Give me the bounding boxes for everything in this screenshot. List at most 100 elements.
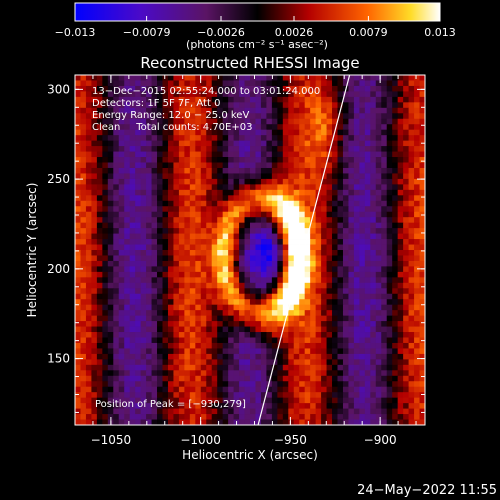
heatmap-cell (157, 392, 163, 399)
heatmap-cell (96, 102, 103, 109)
heatmap-cell (228, 129, 234, 136)
heatmap-cell (299, 271, 306, 278)
heatmap-cell (222, 310, 229, 317)
heatmap-cell (353, 359, 360, 366)
heatmap-cell (277, 321, 284, 327)
heatmap-cell (151, 102, 158, 109)
heatmap-cell (244, 167, 251, 174)
heatmap-cell (315, 211, 322, 218)
heatmap-cell (211, 228, 218, 234)
heatmap-cell (370, 189, 377, 196)
heatmap-cell (282, 255, 289, 262)
heatmap-cell (222, 299, 229, 306)
heatmap-cell (321, 140, 327, 147)
heatmap-cell (107, 408, 114, 415)
heatmap-cell (113, 386, 120, 393)
heatmap-cell (403, 266, 409, 273)
heatmap-cell (129, 206, 136, 213)
heatmap-cell (102, 217, 109, 224)
heatmap-cell (146, 381, 152, 388)
heatmap-cell (96, 277, 103, 284)
heatmap-cell (397, 162, 404, 169)
heatmap-cell (113, 211, 120, 218)
heatmap-cell (321, 157, 327, 163)
heatmap-cell (244, 310, 251, 317)
heatmap-cell (392, 266, 399, 273)
heatmap-cell (195, 217, 202, 224)
heatmap-cell (113, 135, 120, 142)
heatmap-cell (293, 222, 300, 229)
heatmap-cell (80, 375, 87, 382)
heatmap-cell (195, 184, 202, 191)
heatmap-cell (282, 228, 289, 234)
heatmap-cell (260, 189, 267, 196)
heatmap-cell (310, 386, 317, 393)
heatmap-cell (118, 85, 125, 92)
heatmap-cell (157, 85, 163, 92)
heatmap-cell (403, 124, 409, 131)
heatmap-cell (178, 381, 185, 388)
heatmap-cell (118, 315, 125, 322)
heatmap-cell (403, 162, 409, 169)
heatmap-cell (244, 157, 251, 163)
heatmap-cell (80, 244, 87, 251)
heatmap-cell (91, 167, 98, 174)
heatmap-cell (304, 113, 311, 120)
heatmap-cell (206, 96, 213, 103)
heatmap-cell (321, 102, 327, 109)
heatmap-cell (414, 342, 420, 349)
heatmap-cell (266, 140, 273, 147)
heatmap-cell (233, 124, 240, 131)
heatmap-cell (250, 162, 256, 169)
heatmap-cell (124, 102, 131, 109)
heatmap-cell (113, 129, 120, 136)
heatmap-cell (381, 91, 388, 98)
heatmap-cell (419, 107, 425, 114)
heatmap-cell (364, 91, 371, 98)
heatmap-cell (135, 184, 142, 191)
heatmap-cell (206, 414, 213, 420)
heatmap-cell (195, 178, 202, 185)
heatmap-cell (167, 260, 174, 267)
heatmap-cell (266, 282, 273, 289)
heatmap-cell (184, 228, 191, 234)
heatmap-cell (157, 178, 163, 185)
heatmap-cell (178, 310, 185, 317)
heatmap-cell (189, 353, 196, 360)
heatmap-cell (386, 173, 393, 180)
heatmap-cell (129, 96, 136, 103)
heatmap-cell (271, 162, 278, 169)
footer-timestamp: 24−May−2022 11:55 (357, 483, 497, 498)
heatmap-cell (118, 282, 125, 289)
heatmap-cell (260, 375, 267, 382)
heatmap-cell (129, 178, 136, 185)
heatmap-cell (244, 332, 251, 338)
heatmap-cell (167, 277, 174, 284)
heatmap-cell (102, 96, 109, 103)
heatmap-cell (206, 337, 213, 344)
heatmap-cell (277, 299, 284, 306)
heatmap-cell (167, 348, 174, 355)
heatmap-cell (277, 167, 284, 174)
heatmap-cell (299, 167, 306, 174)
heatmap-cell (206, 255, 213, 262)
heatmap-cell (135, 107, 142, 114)
heatmap-cell (375, 392, 382, 399)
heatmap-cell (315, 178, 322, 185)
heatmap-cell (397, 222, 404, 229)
heatmap-cell (113, 332, 120, 338)
heatmap-cell (266, 102, 273, 109)
heatmap-cell (260, 370, 267, 377)
heatmap-cell (342, 200, 349, 207)
heatmap-cell (364, 233, 371, 240)
heatmap-cell (146, 211, 152, 218)
heatmap-cell (288, 419, 295, 425)
heatmap-cell (304, 250, 311, 256)
heatmap-cell (321, 178, 327, 185)
heatmap-cell (211, 113, 218, 120)
heatmap-cell (342, 321, 349, 327)
heatmap-cell (304, 107, 311, 114)
heatmap-cell (162, 288, 169, 295)
heatmap-cell (266, 107, 273, 114)
heatmap-cell (239, 353, 245, 360)
